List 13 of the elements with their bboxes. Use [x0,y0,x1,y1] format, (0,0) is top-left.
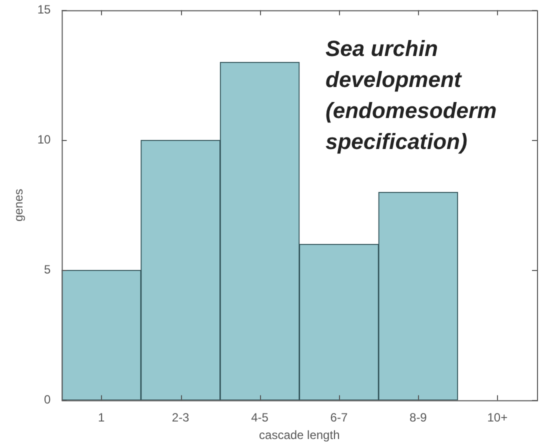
y-tick-label: 5 [44,262,52,277]
y-axis-title: genes [12,188,26,222]
text: Sea urchin development (endomesoderm specification) [326,36,497,154]
x-tick-label: 8-9 [410,410,428,425]
x-tick-label: 6-7 [330,410,348,425]
x-tick-label: 2-3 [172,410,190,425]
y-tick-label: 15 [37,2,52,17]
x-tick-label: 1 [98,410,106,425]
x-tick-label: 4-5 [251,410,269,425]
x-axis-title: cascade length [259,428,340,442]
y-tick-label: 0 [44,392,52,407]
y-tick-label: 10 [37,132,52,147]
x-tick-label: 10+ [487,410,508,425]
